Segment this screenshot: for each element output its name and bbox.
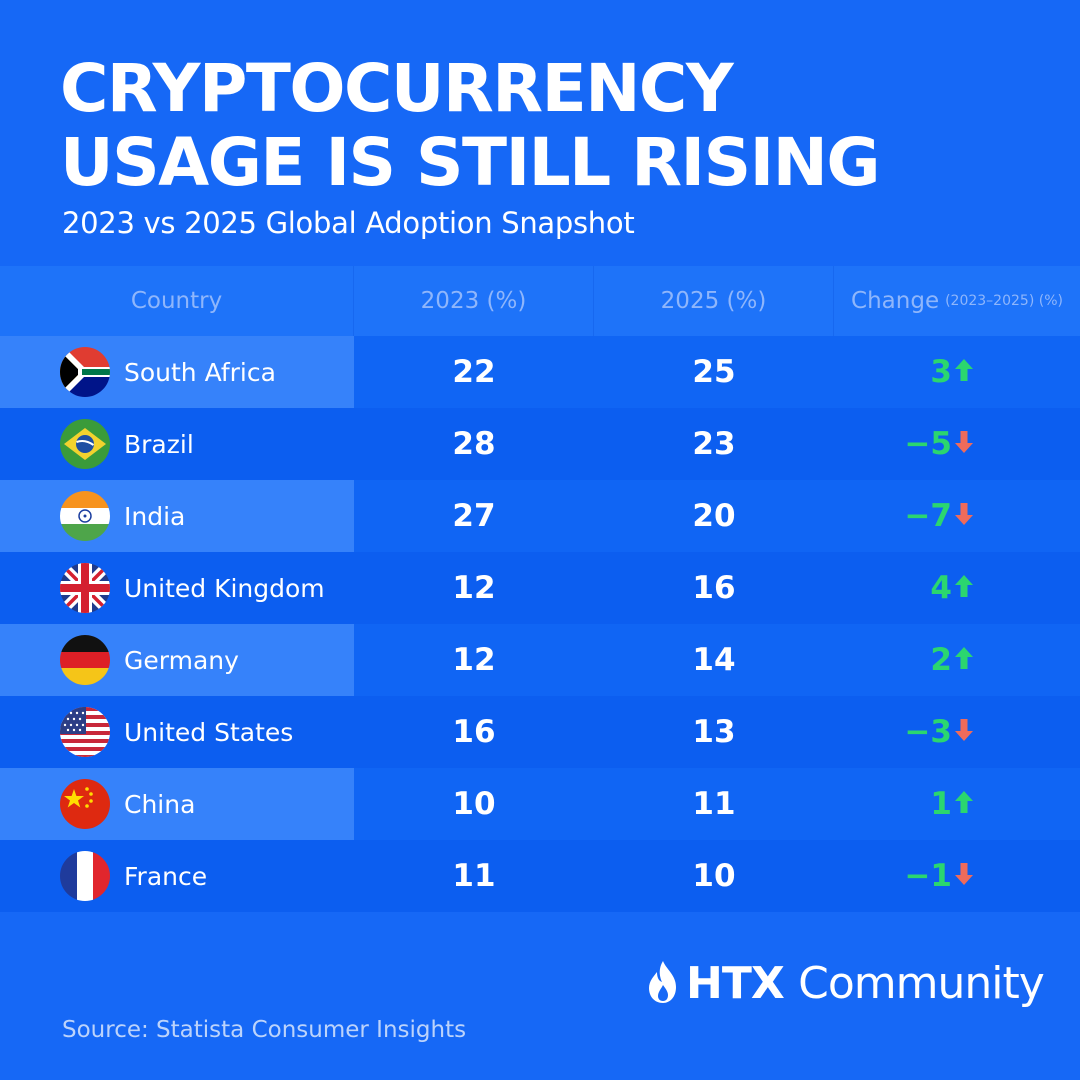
table-header: Country 2023 (%) 2025 (%) Change (2023–2… <box>0 266 1080 336</box>
source-note: Source: Statista Consumer Insights <box>62 1017 467 1043</box>
value-2023: 16 <box>452 714 496 750</box>
country-name: France <box>124 861 208 891</box>
header-country: Country <box>0 266 354 336</box>
change-cell: −3 <box>834 696 1080 768</box>
arrow-down-icon <box>954 714 974 750</box>
change-cell: 3 <box>834 336 1080 408</box>
country-cell: France <box>0 840 354 912</box>
country-cell: Germany <box>0 624 354 696</box>
change-value: −1 <box>904 858 952 894</box>
brand-bold: HTX <box>686 958 785 1009</box>
country-cell: United Kingdom <box>0 552 354 624</box>
change-value: 3 <box>930 354 952 390</box>
value-2025: 11 <box>692 786 736 822</box>
arrow-up-icon <box>954 642 974 678</box>
india-flag-icon <box>60 491 110 541</box>
value-2023: 12 <box>452 642 496 678</box>
change-cell: 4 <box>834 552 1080 624</box>
value-2025: 20 <box>692 498 736 534</box>
germany-flag-icon <box>60 635 110 685</box>
subtitle: 2023 vs 2025 Global Adoption Snapshot <box>62 206 635 240</box>
value-2023: 27 <box>452 498 496 534</box>
change-cell: −7 <box>834 480 1080 552</box>
table-row: Brazil 28 23 −5 <box>0 408 1080 480</box>
country-name: United States <box>124 717 294 747</box>
change-value: −7 <box>904 498 952 534</box>
change-value: 1 <box>930 786 952 822</box>
brand-rest: Community <box>798 958 1045 1009</box>
south-africa-flag-icon <box>60 347 110 397</box>
country-name: Brazil <box>124 429 194 459</box>
title-line-1: CRYPTOCURRENCY <box>60 50 734 127</box>
table-row: India 27 20 −7 <box>0 480 1080 552</box>
country-cell: South Africa <box>0 336 354 408</box>
table-row: South Africa 22 25 3 <box>0 336 1080 408</box>
change-cell: −5 <box>834 408 1080 480</box>
brand-name: HTX Community <box>686 958 1045 1009</box>
value-2023: 11 <box>452 858 496 894</box>
change-value: 2 <box>930 642 952 678</box>
brazil-flag-icon <box>60 419 110 469</box>
table-row: United Kingdom 12 16 4 <box>0 552 1080 624</box>
arrow-up-icon <box>954 570 974 606</box>
adoption-table: Country 2023 (%) 2025 (%) Change (2023–2… <box>0 266 1080 912</box>
value-2025: 14 <box>692 642 736 678</box>
table-body: South Africa 22 25 3 Brazil 28 23 −5 India 27 20 −7… <box>0 336 1080 912</box>
arrow-down-icon <box>954 426 974 462</box>
value-2023: 22 <box>452 354 496 390</box>
arrow-down-icon <box>954 498 974 534</box>
country-name: India <box>124 501 186 531</box>
table-row: China 10 11 1 <box>0 768 1080 840</box>
arrow-up-icon <box>954 786 974 822</box>
arrow-up-icon <box>954 354 974 390</box>
value-2023: 10 <box>452 786 496 822</box>
page-title: CRYPTOCURRENCY USAGE IS STILL RISING <box>60 52 1040 200</box>
change-cell: −1 <box>834 840 1080 912</box>
table-row: Germany 12 14 2 <box>0 624 1080 696</box>
change-cell: 1 <box>834 768 1080 840</box>
country-cell: Brazil <box>0 408 354 480</box>
country-cell: India <box>0 480 354 552</box>
value-2025: 25 <box>692 354 736 390</box>
header-2025: 2025 (%) <box>594 266 834 336</box>
value-2025: 13 <box>692 714 736 750</box>
china-flag-icon <box>60 779 110 829</box>
table-row: United States 16 13 −3 <box>0 696 1080 768</box>
country-name: China <box>124 789 196 819</box>
flame-logo-icon <box>646 959 680 1009</box>
value-2025: 23 <box>692 426 736 462</box>
header-change-label: Change <box>851 288 940 314</box>
change-cell: 2 <box>834 624 1080 696</box>
arrow-down-icon <box>954 858 974 894</box>
value-2023: 28 <box>452 426 496 462</box>
country-name: Germany <box>124 645 239 675</box>
table-row: France 11 10 −1 <box>0 840 1080 912</box>
header-2023: 2023 (%) <box>354 266 594 336</box>
uk-flag-icon <box>60 563 110 613</box>
brand-logo: HTX Community <box>646 958 1045 1009</box>
header-change-note: (2023–2025) (%) <box>945 293 1063 309</box>
us-flag-icon <box>60 707 110 757</box>
country-name: United Kingdom <box>124 573 325 603</box>
value-2023: 12 <box>452 570 496 606</box>
title-line-2: USAGE IS STILL RISING <box>60 124 881 201</box>
country-cell: United States <box>0 696 354 768</box>
change-value: 4 <box>930 570 952 606</box>
header-change: Change (2023–2025) (%) <box>834 266 1080 336</box>
france-flag-icon <box>60 851 110 901</box>
value-2025: 16 <box>692 570 736 606</box>
country-cell: China <box>0 768 354 840</box>
value-2025: 10 <box>692 858 736 894</box>
change-value: −5 <box>904 426 952 462</box>
country-name: South Africa <box>124 357 276 387</box>
change-value: −3 <box>904 714 952 750</box>
